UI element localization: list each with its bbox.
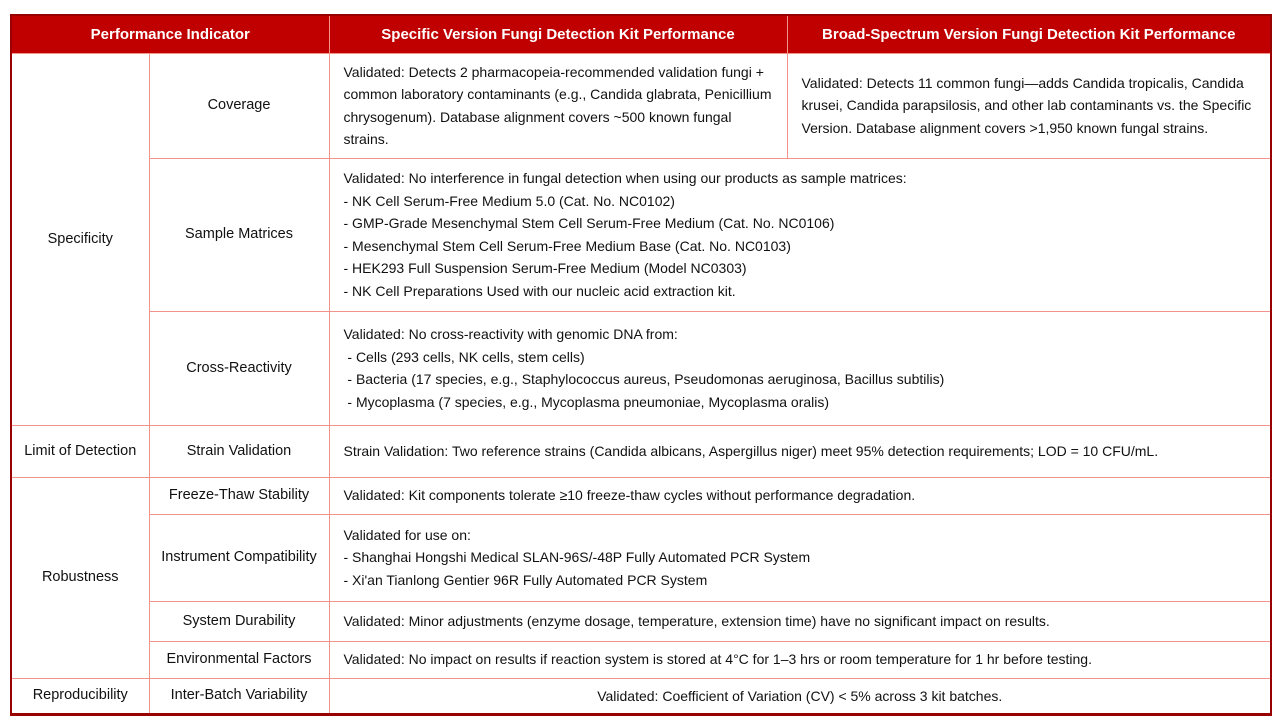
performance-table-container: Performance Indicator Specific Version F… (10, 14, 1272, 716)
cell-coverage-specific: Validated: Detects 2 pharmacopeia-recomm… (328, 52, 788, 159)
row-reproducibility: Reproducibility Inter-Batch Variability … (10, 677, 1272, 715)
header-specific-version: Specific Version Fungi Detection Kit Per… (328, 14, 788, 54)
header-broad-spectrum-version: Broad-Spectrum Version Fungi Detection K… (786, 14, 1272, 54)
row-strain-validation: Limit of Detection Strain Validation Str… (10, 424, 1272, 478)
row-coverage: Specificity Coverage Validated: Detects … (10, 52, 1272, 426)
cell-strain-validation-content: Strain Validation: Two reference strains… (328, 424, 1272, 478)
row-cross-reactivity: Cross-Reactivity Validated: No cross-rea… (11, 310, 1272, 426)
cell-environmental-content: Validated: No impact on results if react… (328, 640, 1272, 679)
cell-robustness-category: Robustness (10, 476, 150, 679)
header-row: Performance Indicator Specific Version F… (10, 14, 1272, 54)
cell-system-durability-label: System Durability (148, 600, 330, 642)
cell-limit-of-detection-category: Limit of Detection (10, 424, 150, 478)
cell-cross-reactivity-content: Validated: No cross-reactivity with geno… (328, 310, 1272, 426)
cell-inter-batch-content: Validated: Coefficient of Variation (CV)… (328, 677, 1272, 715)
cell-sample-matrices-label: Sample Matrices (148, 157, 330, 312)
cell-sample-matrices-content: Validated: No interference in fungal det… (328, 157, 1272, 312)
cell-specificity-category: Specificity (10, 52, 150, 426)
performance-table: Performance Indicator Specific Version F… (10, 14, 1272, 716)
header-performance-indicator: Performance Indicator (10, 14, 330, 54)
cell-cross-reactivity-label: Cross-Reactivity (148, 310, 330, 426)
cell-coverage-label: Coverage (148, 52, 330, 159)
cell-inter-batch-label: Inter-Batch Variability (148, 677, 330, 715)
cell-reproducibility-category: Reproducibility (10, 677, 150, 715)
cell-instrument-label: Instrument Compatibility (148, 513, 330, 602)
row-system-durability: System Durability Validated: Minor adjus… (11, 600, 1272, 642)
row-sample-matrices: Sample Matrices Validated: No interferen… (11, 157, 1272, 312)
cell-environmental-label: Environmental Factors (148, 640, 330, 679)
cell-freeze-thaw-content: Validated: Kit components tolerate ≥10 f… (328, 476, 1272, 515)
cell-freeze-thaw-label: Freeze-Thaw Stability (148, 476, 330, 515)
row-environmental-factors: Environmental Factors Validated: No impa… (11, 640, 1272, 679)
row-instrument-compatibility: Instrument Compatibility Validated for u… (11, 513, 1272, 602)
cell-instrument-content: Validated for use on: - Shanghai Hongshi… (328, 513, 1272, 602)
cell-strain-validation-label: Strain Validation (148, 424, 330, 478)
cell-coverage-broad: Validated: Detects 11 common fungi—adds … (786, 52, 1272, 159)
row-freeze-thaw: Robustness Freeze-Thaw Stability Validat… (10, 476, 1272, 679)
cell-system-durability-content: Validated: Minor adjustments (enzyme dos… (328, 600, 1272, 642)
